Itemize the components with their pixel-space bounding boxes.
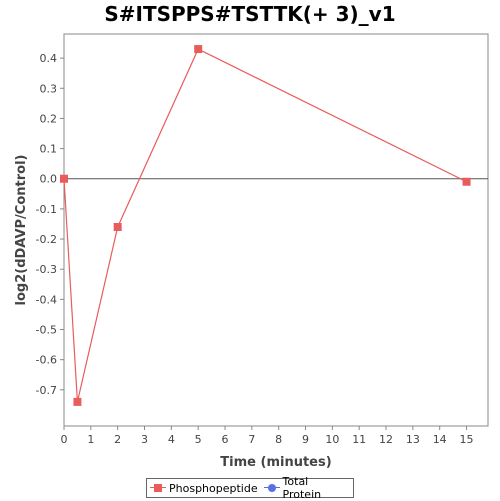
legend-swatch-total-protein xyxy=(263,483,280,493)
x-tick-label: 2 xyxy=(114,433,121,446)
x-tick-label: 0 xyxy=(61,433,68,446)
y-tick-label: -0.6 xyxy=(36,354,57,367)
legend: Phosphopeptide Total Protein xyxy=(146,475,354,501)
plot-area xyxy=(63,33,489,427)
x-tick-label: 13 xyxy=(406,433,420,446)
y-tick-label: 0.1 xyxy=(40,143,58,156)
legend-label-phosphopeptide: Phosphopeptide xyxy=(169,481,258,495)
chart-title: S#ITSPPS#TSTTK(+ 3)_v1 xyxy=(104,2,396,26)
legend-swatch-phosphopeptide xyxy=(150,483,166,493)
x-tick-label: 11 xyxy=(352,433,366,446)
x-tick-label: 9 xyxy=(302,433,309,446)
x-tick-label: 10 xyxy=(325,433,339,446)
x-tick-label: 3 xyxy=(141,433,148,446)
x-tick-label: 1 xyxy=(87,433,94,446)
y-tick-label: -0.2 xyxy=(36,233,57,246)
x-tick-label: 4 xyxy=(168,433,175,446)
x-tick-label: 14 xyxy=(433,433,447,446)
data-point xyxy=(462,177,471,186)
x-tick-label: 5 xyxy=(195,433,202,446)
y-axis-label: log2(dDAVP/Control) xyxy=(14,155,29,306)
legend-item-phosphopeptide: Phosphopeptide xyxy=(150,482,258,495)
x-tick-label: 7 xyxy=(248,433,255,446)
y-tick-label: 0.4 xyxy=(40,52,58,65)
x-axis-label: Time (minutes) xyxy=(220,455,331,470)
legend-label-total-protein: Total Protein xyxy=(282,475,322,501)
legend-item-total-protein: Total Protein xyxy=(263,475,350,501)
data-point xyxy=(60,174,68,183)
y-tick-label: -0.1 xyxy=(36,203,57,216)
data-point xyxy=(194,45,203,54)
y-tick-label: 0.0 xyxy=(40,173,58,186)
y-tick-label: -0.7 xyxy=(36,384,57,397)
y-tick-label: 0.2 xyxy=(40,112,58,125)
y-tick-label: -0.5 xyxy=(36,324,57,337)
data-point xyxy=(113,222,122,231)
x-tick-label: 8 xyxy=(275,433,282,446)
y-tick-label: 0.3 xyxy=(40,82,58,95)
x-tick-label: 6 xyxy=(222,433,229,446)
data-point xyxy=(73,397,82,406)
x-tick-label: 15 xyxy=(460,433,474,446)
x-tick-label: 12 xyxy=(379,433,393,446)
y-tick-label: -0.3 xyxy=(36,263,57,276)
y-tick-label: -0.4 xyxy=(36,293,57,306)
